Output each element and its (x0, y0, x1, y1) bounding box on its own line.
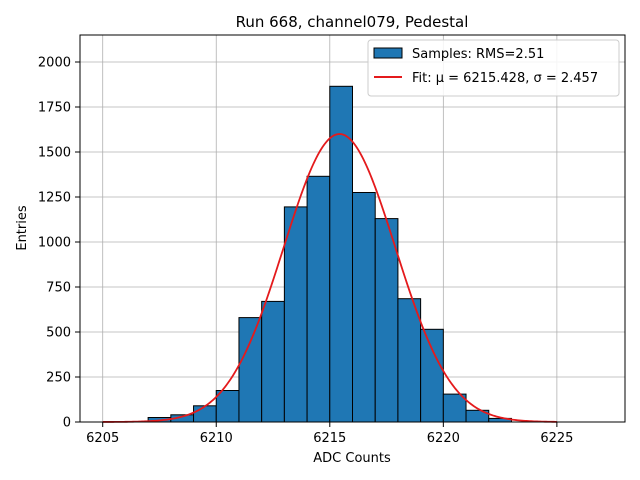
y-tick-label: 250 (46, 371, 71, 386)
x-tick-label: 6210 (200, 431, 233, 446)
legend: Samples: RMS=2.51 Fit: μ = 6215.428, σ =… (367, 39, 620, 97)
y-tick-label: 500 (46, 326, 71, 341)
x-axis-label: ADC Counts (313, 451, 391, 466)
y-tick-label: 750 (46, 281, 71, 296)
histogram-bar (374, 218, 399, 423)
histogram-bar (442, 393, 467, 423)
histogram-bar (193, 405, 217, 423)
histogram-bar (261, 300, 285, 423)
histogram-bar (306, 175, 331, 423)
plot-frame (79, 34, 626, 423)
x-tick-label: 6225 (540, 431, 573, 446)
gaussian-fit-curve (102, 133, 557, 423)
histogram-bar (397, 298, 422, 423)
y-tick-label: 1500 (38, 146, 71, 161)
legend-label-samples: Samples: RMS=2.51 (412, 47, 544, 62)
y-tick-label: 1000 (38, 236, 71, 251)
histogram-bar (283, 206, 308, 423)
x-tick-label: 6205 (86, 431, 119, 446)
legend-label-fit: Fit: μ = 6215.428, σ = 2.457 (412, 71, 598, 86)
x-tick-label: 6220 (427, 431, 460, 446)
histogram-bar (238, 317, 263, 423)
histogram-bars (147, 85, 512, 423)
y-axis-label: Entries (15, 205, 30, 251)
y-tick-label: 2000 (38, 56, 71, 71)
y-tick-label: 0 (63, 416, 71, 431)
y-tick-label: 1750 (38, 101, 71, 116)
histogram-bar (352, 192, 376, 423)
y-tick-label: 1250 (38, 191, 71, 206)
histogram-bar (215, 390, 240, 423)
legend-swatch-samples (373, 47, 403, 59)
x-tick-label: 6215 (313, 431, 346, 446)
chart-title: Run 668, channel079, Pedestal (236, 13, 469, 31)
y-axis-ticks: 0 250 500 750 1000 1250 1500 1750 2000 (38, 56, 80, 431)
x-axis-ticks: 6205 6210 6215 6220 6225 (86, 422, 573, 446)
histogram-bar (420, 328, 444, 423)
legend-box (367, 39, 620, 97)
